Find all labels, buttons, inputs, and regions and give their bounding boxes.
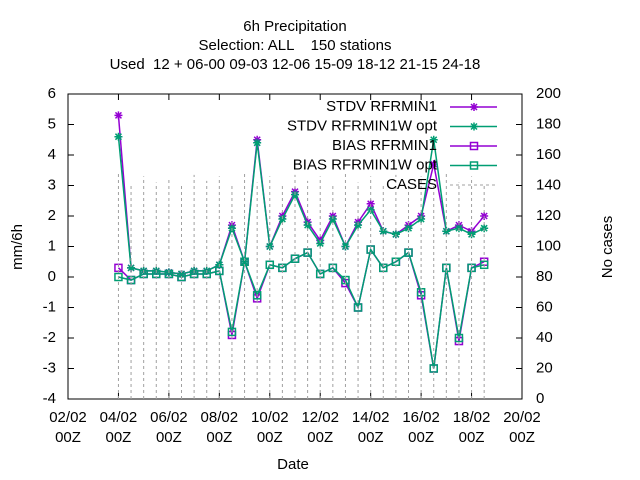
- y-tick-label: -3: [43, 359, 56, 376]
- point: [215, 266, 224, 276]
- point: [303, 221, 312, 230]
- y2-tick-label: 60: [536, 298, 553, 315]
- x-tick-label: 02/02 00Z: [49, 409, 87, 446]
- y2-axis-label: No cases: [599, 216, 616, 279]
- point: [290, 254, 300, 263]
- legend-label: CASES: [386, 176, 437, 193]
- legend-marker: [469, 161, 479, 170]
- x-tick-label: 12/02 00Z: [301, 409, 339, 446]
- point: [379, 227, 388, 236]
- point: [114, 132, 123, 141]
- point: [353, 303, 363, 312]
- y-tick-label: 6: [48, 85, 56, 102]
- series-line: [118, 247, 485, 369]
- chart-subtitle: Selection: ALL 150 stations: [199, 37, 392, 54]
- chart-subtitle: Used 12 + 06-00 09-03 12-06 15-09 18-12 …: [110, 56, 481, 73]
- y-tick-label: 0: [48, 268, 56, 285]
- x-tick-label: 14/02 00Z: [352, 409, 390, 446]
- x-axis-label: Date: [277, 456, 309, 473]
- y-tick-label: -4: [43, 390, 56, 407]
- y2-tick-label: 0: [536, 390, 544, 407]
- y-tick-label: -1: [43, 298, 56, 315]
- point: [442, 227, 451, 236]
- y-tick-label: 4: [48, 146, 56, 163]
- y-tick-label: 5: [48, 115, 56, 132]
- y2-tick-label: 160: [536, 146, 561, 163]
- x-tick-label: 20/02 00Z: [503, 409, 541, 446]
- point: [114, 111, 123, 120]
- y-axis-label: mm/6h: [9, 224, 26, 270]
- point: [253, 138, 262, 147]
- x-tick-label: 18/02 00Z: [453, 409, 491, 446]
- legend-marker: [470, 122, 478, 131]
- point: [114, 272, 123, 282]
- point: [227, 327, 237, 337]
- y2-tick-label: 140: [536, 176, 561, 193]
- x-tick-label: 16/02 00Z: [402, 409, 440, 446]
- y-tick-label: -2: [43, 329, 56, 346]
- y2-tick-label: 120: [536, 207, 561, 224]
- y2-tick-label: 180: [536, 115, 561, 132]
- legend-label: STDV RFRMIN1W opt: [287, 117, 438, 134]
- point: [454, 333, 464, 343]
- legend-marker: [470, 103, 478, 111]
- y-tick-label: 2: [48, 207, 56, 224]
- y-tick-label: 3: [48, 176, 56, 193]
- y2-tick-label: 80: [536, 268, 553, 285]
- y-tick-label: 1: [48, 237, 56, 254]
- x-tick-label: 06/02 00Z: [150, 409, 188, 446]
- y2-tick-label: 20: [536, 359, 553, 376]
- legend-label: BIAS RFRMIN1: [332, 137, 437, 154]
- x-tick-label: 10/02 00Z: [251, 409, 289, 446]
- point: [429, 135, 438, 144]
- point: [404, 248, 413, 257]
- legend-label: STDV RFRMIN1: [326, 98, 437, 115]
- point: [177, 272, 186, 282]
- point: [265, 260, 275, 270]
- chart-title: 6h Precipitation: [243, 18, 346, 35]
- point: [417, 215, 426, 224]
- point: [429, 160, 438, 169]
- point: [303, 248, 312, 257]
- point: [366, 205, 375, 214]
- point: [127, 263, 136, 272]
- point: [316, 239, 325, 248]
- legend-label: BIAS RFRMIN1W opt: [293, 156, 438, 173]
- point: [354, 221, 363, 230]
- point: [252, 291, 262, 300]
- y2-tick-label: 100: [536, 237, 561, 254]
- x-tick-label: 08/02 00Z: [201, 409, 239, 446]
- point: [366, 199, 375, 208]
- y2-tick-label: 200: [536, 85, 561, 102]
- legend-marker: [469, 141, 479, 151]
- x-tick-label: 04/02 00Z: [100, 409, 138, 446]
- point: [479, 260, 489, 270]
- point: [328, 215, 337, 224]
- series-line: [117, 247, 485, 369]
- y2-tick-label: 40: [536, 329, 553, 346]
- point: [278, 215, 287, 224]
